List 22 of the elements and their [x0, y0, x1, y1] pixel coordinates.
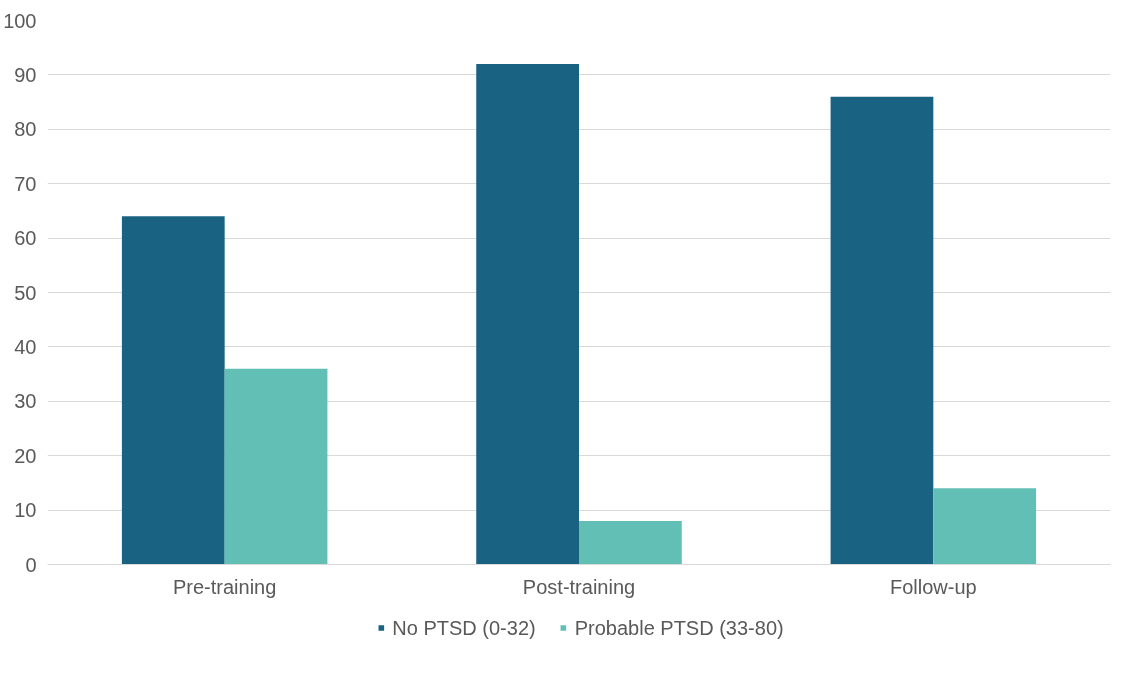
y-tick-label: 30 [14, 390, 37, 413]
x-tick-label: Follow-up [889, 575, 977, 598]
y-tick-label: 100 [3, 9, 37, 32]
bar [476, 64, 579, 565]
legend-label: No PTSD (0-32) [392, 616, 536, 639]
bar [579, 520, 682, 565]
bar [121, 216, 225, 565]
y-tick-label: 90 [14, 63, 37, 86]
bar [933, 488, 1037, 565]
y-tick-label: 70 [14, 172, 37, 195]
x-tick-label: Pre-training [172, 575, 277, 598]
bar [224, 368, 328, 565]
y-tick-label: 80 [14, 118, 37, 141]
y-tick-label: 10 [14, 499, 37, 522]
y-tick-label: 60 [14, 227, 37, 250]
bar [830, 96, 934, 565]
y-tick-label: 50 [14, 281, 37, 304]
y-tick-label: 40 [14, 335, 37, 358]
y-tick-label: 0 [25, 553, 37, 576]
y-tick-label: 20 [14, 444, 37, 467]
legend-label: Probable PTSD (33-80) [574, 616, 784, 639]
x-tick-label: Post-training [522, 575, 636, 598]
